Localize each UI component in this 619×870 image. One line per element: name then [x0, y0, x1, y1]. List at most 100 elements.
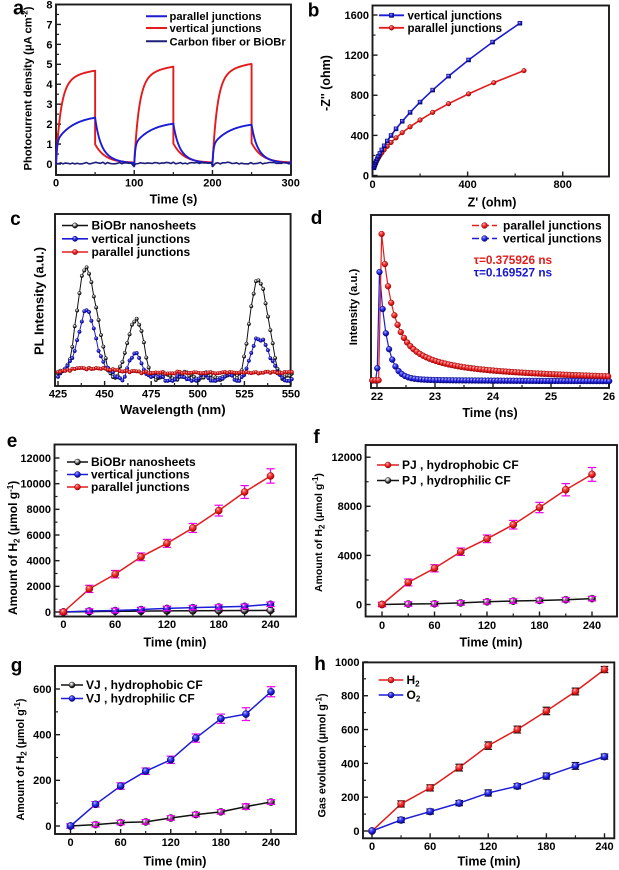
svg-text:550: 550 — [282, 389, 300, 401]
svg-text:400: 400 — [458, 179, 476, 191]
svg-text:Time (min): Time (min) — [144, 855, 207, 869]
svg-text:240: 240 — [262, 837, 280, 849]
svg-text:Wavelength (nm): Wavelength (nm) — [120, 402, 226, 417]
svg-text:180: 180 — [212, 837, 230, 849]
svg-text:60: 60 — [114, 837, 126, 849]
svg-text:parallel junctions: parallel junctions — [92, 245, 191, 259]
svg-text:h: h — [314, 654, 326, 675]
svg-text:0: 0 — [353, 826, 359, 838]
svg-text:12000: 12000 — [332, 452, 363, 464]
svg-text:Time (min): Time (min) — [144, 636, 207, 650]
svg-text:Time (s): Time (s) — [150, 193, 198, 207]
svg-text:60: 60 — [109, 619, 121, 631]
svg-text:400: 400 — [351, 130, 369, 142]
svg-text:23: 23 — [429, 391, 441, 403]
svg-text:Amount of H2 (μmol g-1): Amount of H2 (μmol g-1) — [6, 481, 22, 615]
svg-text:120: 120 — [479, 841, 497, 853]
svg-text:Gas evolution (μmol g-1): Gas evolution (μmol g-1) — [315, 693, 329, 818]
svg-text:0: 0 — [356, 599, 362, 611]
svg-text:0: 0 — [67, 837, 73, 849]
svg-text:4: 4 — [46, 79, 53, 91]
svg-text:parallel junctions: parallel junctions — [170, 11, 262, 23]
svg-text:2: 2 — [46, 119, 52, 131]
svg-text:PJ , hydrophilic CF: PJ , hydrophilic CF — [402, 474, 511, 488]
svg-text:800: 800 — [341, 691, 359, 703]
svg-text:c: c — [10, 209, 21, 230]
svg-text:8000: 8000 — [338, 501, 362, 513]
svg-text:26: 26 — [603, 391, 615, 403]
svg-text:0: 0 — [46, 159, 52, 171]
svg-text:VJ , hydrophilic CF: VJ , hydrophilic CF — [86, 692, 195, 706]
svg-text:6: 6 — [46, 39, 52, 51]
svg-text:600: 600 — [341, 724, 359, 736]
svg-text:vertical junctions: vertical junctions — [408, 10, 503, 22]
svg-text:7: 7 — [46, 19, 52, 31]
svg-text:60: 60 — [424, 841, 436, 853]
svg-text:0: 0 — [369, 179, 375, 191]
svg-text:4000: 4000 — [27, 556, 51, 568]
svg-text:12000: 12000 — [20, 453, 51, 465]
svg-text:6000: 6000 — [27, 530, 51, 542]
svg-text:60: 60 — [428, 620, 440, 632]
svg-text:525: 525 — [235, 389, 253, 401]
svg-text:parallel junctions: parallel junctions — [91, 480, 190, 494]
svg-text:500: 500 — [189, 389, 207, 401]
svg-text:180: 180 — [530, 620, 548, 632]
svg-text:0: 0 — [60, 619, 66, 631]
svg-text:22: 22 — [371, 391, 383, 403]
svg-text:800: 800 — [554, 179, 572, 191]
svg-text:PJ , hydrophobic CF: PJ , hydrophobic CF — [402, 458, 519, 472]
svg-text:0: 0 — [369, 841, 375, 853]
svg-text:120: 120 — [158, 619, 176, 631]
svg-text:Time (min): Time (min) — [460, 636, 523, 650]
svg-text:25: 25 — [545, 391, 557, 403]
svg-text:0: 0 — [379, 620, 385, 632]
svg-text:10000: 10000 — [20, 479, 51, 491]
svg-text:5: 5 — [46, 59, 52, 71]
svg-text:Photocurrent density (μA cm-2: Photocurrent density (μA cm-2) — [21, 6, 35, 170]
svg-text:BiOBr nanosheets: BiOBr nanosheets — [92, 219, 197, 233]
svg-text:0: 0 — [53, 178, 59, 190]
svg-text:BiOBr nanosheets: BiOBr nanosheets — [91, 455, 196, 469]
svg-text:vertical junctions: vertical junctions — [170, 23, 262, 35]
svg-text:800: 800 — [351, 90, 369, 102]
svg-text:f: f — [313, 427, 320, 448]
svg-text:400: 400 — [33, 730, 51, 742]
svg-text:300: 300 — [282, 178, 300, 190]
svg-text:parallel junctions: parallel junctions — [503, 219, 602, 233]
svg-text:1600: 1600 — [345, 10, 369, 22]
svg-text:d: d — [311, 208, 323, 229]
svg-text:0: 0 — [363, 170, 369, 182]
svg-text:VJ , hydrophobic CF: VJ , hydrophobic CF — [86, 678, 203, 692]
svg-text:vertical junctions: vertical junctions — [91, 468, 190, 482]
svg-text:e: e — [7, 431, 18, 452]
svg-text:0: 0 — [45, 607, 51, 619]
svg-text:-Z'' (ohm): -Z'' (ohm) — [319, 55, 333, 111]
svg-text:4000: 4000 — [338, 550, 362, 562]
svg-text:Time (ns): Time (ns) — [462, 406, 517, 420]
svg-text:τ=0.375926 ns: τ=0.375926 ns — [474, 253, 553, 267]
svg-text:24: 24 — [487, 391, 500, 403]
svg-text:8: 8 — [46, 0, 52, 11]
svg-text:τ=0.169527 ns: τ=0.169527 ns — [474, 265, 553, 279]
svg-text:2000: 2000 — [27, 581, 51, 593]
svg-text:475: 475 — [142, 389, 160, 401]
svg-text:180: 180 — [210, 619, 228, 631]
svg-text:1200: 1200 — [345, 50, 369, 62]
svg-text:parallel junctions: parallel junctions — [408, 23, 503, 35]
svg-text:425: 425 — [49, 389, 67, 401]
svg-text:vertical junctions: vertical junctions — [503, 232, 602, 246]
svg-text:3: 3 — [46, 99, 52, 111]
svg-text:Amount of H2 (μmol g-1): Amount of H2 (μmol g-1) — [311, 473, 327, 592]
svg-text:0: 0 — [45, 821, 51, 833]
svg-text:200: 200 — [203, 178, 221, 190]
svg-text:1: 1 — [46, 139, 52, 151]
svg-text:g: g — [11, 656, 23, 677]
svg-text:Carbon fiber or BiOBr: Carbon fiber or BiOBr — [170, 36, 287, 48]
svg-text:8000: 8000 — [27, 504, 51, 516]
svg-text:120: 120 — [478, 620, 496, 632]
svg-text:100: 100 — [125, 178, 143, 190]
svg-text:Time (min): Time (min) — [458, 855, 521, 869]
svg-text:Amount of H2 (μmol g-1): Amount of H2 (μmol g-1) — [13, 698, 29, 820]
svg-text:240: 240 — [261, 619, 279, 631]
